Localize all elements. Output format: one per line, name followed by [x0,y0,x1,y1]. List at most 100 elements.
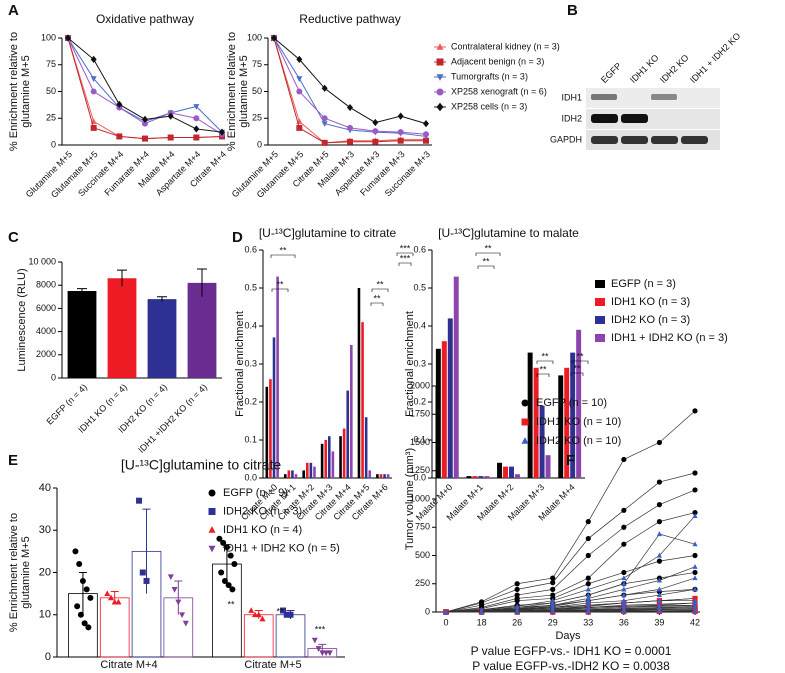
legend-marker [521,437,529,444]
y-tick-label: 40 [39,482,51,494]
y-tick-label: 0.6 [244,244,257,254]
annotation: ** [276,279,284,289]
y-tick-label: 0.2 [413,396,426,406]
chart-title: [U-¹³C]glutamine to citrate [259,226,397,240]
panel-label: D [232,229,243,246]
band [591,94,617,100]
bar [376,474,379,478]
bar [313,466,316,478]
point [692,603,698,609]
point [397,112,404,120]
x-tick-label: 18 [477,617,487,627]
point [107,594,114,601]
lane-label: IDH1 + IDH2 KO [688,31,742,85]
point [315,646,322,652]
bar [275,614,306,658]
band [621,114,648,123]
y-axis-label: % Enrichment relative to [8,32,20,151]
bar [287,470,291,478]
point [585,581,591,587]
point [514,581,520,587]
point [656,592,663,598]
bar [509,466,514,478]
bar [324,440,327,478]
y-tick-label: 2000 [410,380,430,390]
y-tick-label: 75 [46,59,56,69]
legend-swatch [595,316,605,324]
point [423,137,429,144]
band [651,94,677,100]
annotation: ** [484,243,492,253]
row-label: IDH1 [561,92,582,102]
y-tick-label: 1000 [410,493,430,503]
x-tick-label: 42 [690,617,700,627]
annotation: ** [576,351,584,361]
band [591,136,618,144]
point [72,548,79,555]
bar [576,329,582,478]
band [681,136,708,144]
x-tick-label: 0 [443,617,448,627]
annotation: *** [315,624,326,634]
point [142,115,148,123]
point [423,120,429,128]
bar [539,405,545,478]
series-line [445,555,696,613]
x-tick-label: 33 [583,617,593,627]
series-line [446,610,695,613]
bar [447,318,453,478]
point [692,487,698,493]
legend-marker [436,102,444,112]
bar [283,474,287,478]
legend-label: Tumorgrafts (n = 3) [451,71,528,81]
band [651,136,678,144]
bar [441,341,447,478]
legend-label: IDH1 KO (n = 10) [536,416,621,428]
annotation: ** [573,363,581,373]
bracket [475,252,501,256]
point [550,575,556,581]
y-axis-label: % Enrichment relative to [226,32,238,151]
y-tick-label: 100 [41,32,56,42]
bar [350,345,353,478]
bar [339,436,342,478]
point [692,586,698,592]
y-tick-label: 50 [46,86,56,96]
point [692,541,698,547]
bar [364,417,368,478]
annotation: ** [279,245,287,255]
point [321,84,328,92]
point [248,607,255,613]
y-tick-label: 30 [39,524,51,536]
point [621,592,627,598]
lane-label: EGFP [599,61,623,85]
point [692,509,698,516]
point [280,607,287,614]
point [656,577,663,583]
bar [294,474,298,478]
point [585,586,591,592]
point [514,586,520,593]
bar [357,288,361,478]
panel-label: F [566,452,575,469]
series-line [445,602,696,613]
bar [453,276,459,478]
point [550,580,556,586]
y-axis-label: Tumor volume (mm³) [404,448,416,550]
point [296,76,303,82]
point [514,598,520,604]
y-tick-label: 0.3 [413,358,426,368]
point [397,129,404,136]
point [656,558,663,564]
point [167,112,174,120]
series-line [445,533,696,613]
point [221,577,228,584]
y-tick-label: 0 [51,372,56,382]
bar [497,462,503,478]
chart-title: [U-¹³C]glutamine to citrate [121,457,281,473]
error-bar [77,288,87,294]
y-tick-label: 0.1 [244,434,257,444]
series-line [445,512,696,613]
x-tick-label: IDH1 +IDH2 KO (n = 4) [136,382,209,455]
legend-marker [208,508,216,515]
